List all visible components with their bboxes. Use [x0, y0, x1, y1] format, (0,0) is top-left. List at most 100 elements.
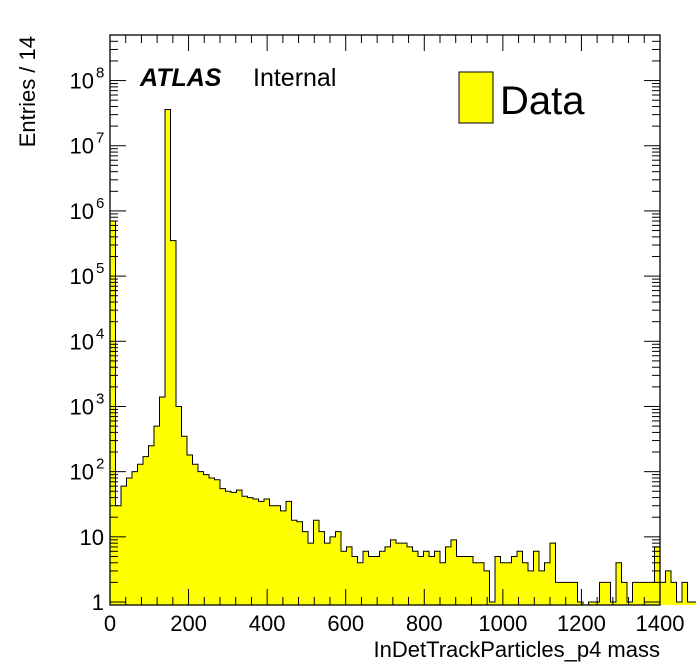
histogram-bar — [649, 582, 655, 605]
histogram-bar — [313, 520, 319, 605]
histogram-bar — [489, 602, 495, 605]
histogram-bar — [214, 479, 220, 605]
histogram-bar — [154, 426, 160, 605]
histogram-bar — [181, 436, 187, 605]
histogram-bar — [638, 582, 644, 605]
histogram-bar — [401, 543, 407, 605]
histogram-bar — [159, 396, 165, 605]
histogram-bar — [654, 546, 660, 605]
histogram-bar — [407, 546, 413, 605]
histogram-bar — [187, 455, 193, 605]
histogram-bar — [247, 497, 253, 605]
histogram-bar — [170, 240, 176, 605]
histogram-bar — [506, 562, 512, 605]
histogram-bar — [308, 543, 314, 605]
histogram-bar — [341, 551, 347, 605]
y-tick-label: 10 — [70, 199, 94, 224]
status-label: Internal — [253, 64, 336, 92]
histogram-bar — [561, 582, 567, 605]
histogram-bar — [445, 546, 451, 605]
histogram-bar — [517, 551, 523, 605]
x-tick-label: 600 — [327, 611, 364, 636]
histogram-bar — [115, 505, 121, 605]
histogram-bar — [627, 602, 633, 605]
histogram-bar — [550, 543, 556, 605]
histogram-bar — [572, 582, 578, 605]
histogram-bar — [555, 582, 561, 605]
histogram-bar — [192, 464, 198, 605]
y-tick-label: 10 — [70, 134, 94, 159]
histogram-bar — [643, 582, 649, 605]
histogram-bar — [621, 582, 627, 605]
y-tick-exponent: 5 — [96, 260, 104, 277]
histogram-bar — [473, 562, 479, 605]
histogram-bar — [390, 539, 396, 605]
histogram-bar — [412, 551, 418, 605]
y-tick-exponent: 3 — [96, 390, 104, 407]
histogram-bar — [275, 505, 281, 605]
histogram-bar — [429, 556, 435, 605]
histogram-bar — [352, 556, 358, 605]
y-tick-label: 10 — [70, 69, 94, 94]
y-tick-label: 10 — [70, 264, 94, 289]
histogram-bar — [478, 562, 484, 605]
histogram-bar — [143, 456, 149, 605]
histogram-bar — [319, 531, 325, 605]
histogram-outline — [109, 108, 696, 606]
histogram-bar — [682, 582, 688, 605]
histogram-bar — [660, 582, 666, 605]
x-tick-label: 0 — [104, 611, 116, 636]
x-tick-label: 800 — [406, 611, 443, 636]
histogram-bar — [297, 521, 303, 605]
histogram-bar — [357, 562, 363, 605]
histogram-bar — [379, 551, 385, 605]
histogram-bar — [385, 546, 391, 605]
y-tick-exponent: 8 — [96, 65, 104, 82]
histogram-bar — [302, 531, 308, 605]
histogram-bar — [599, 582, 605, 605]
y-tick-exponent: 2 — [96, 456, 104, 473]
axis-ticks — [109, 34, 661, 605]
histogram-bar — [121, 486, 127, 605]
histogram-bar — [544, 562, 550, 605]
histogram-bar — [665, 570, 671, 605]
histogram-bar — [330, 536, 336, 605]
histogram-bar — [236, 490, 242, 605]
histogram-bar — [363, 551, 369, 605]
y-tick-exponent: 7 — [96, 130, 104, 147]
histogram-bar — [462, 556, 468, 605]
histogram-bar — [269, 505, 275, 605]
histogram-bar — [484, 570, 490, 605]
histogram-bar — [522, 562, 528, 605]
histogram-bar — [242, 496, 248, 605]
histogram-bar — [456, 556, 462, 605]
histogram-bar — [132, 471, 138, 605]
histogram-bar — [616, 562, 622, 605]
histogram-bar — [577, 602, 583, 605]
histogram-bar — [423, 551, 429, 605]
histogram-bar — [539, 570, 545, 605]
y-tick-label: 10 — [70, 460, 94, 485]
histogram-bar — [368, 556, 374, 605]
histogram-bar — [605, 582, 611, 605]
histogram-bar — [528, 570, 534, 605]
histogram-bar — [495, 556, 501, 605]
y-tick-label: 1 — [92, 590, 104, 615]
histogram-bar — [126, 477, 132, 605]
histogram-bar — [225, 491, 231, 605]
histogram-bar — [258, 501, 264, 605]
x-tick-label: 1200 — [557, 611, 606, 636]
y-tick-label: 10 — [70, 329, 94, 354]
histogram-bar — [676, 602, 682, 605]
histogram-bar — [176, 406, 182, 605]
histogram-bars — [109, 108, 696, 606]
histogram-bar — [203, 474, 209, 605]
histogram-bar — [418, 556, 424, 605]
x-tick-label: 1400 — [636, 611, 685, 636]
histogram-bar — [231, 492, 237, 605]
histogram-bar — [533, 551, 539, 605]
y-tick-label: 10 — [70, 394, 94, 419]
x-axis-title: InDetTrackParticles_p4 mass — [373, 637, 660, 662]
